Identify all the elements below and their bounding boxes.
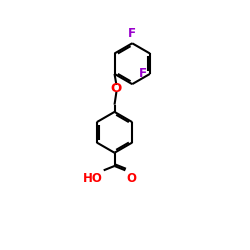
Text: HO: HO — [82, 172, 102, 184]
Text: F: F — [128, 27, 136, 40]
Text: O: O — [111, 82, 122, 95]
Text: O: O — [126, 172, 136, 184]
Text: F: F — [139, 68, 147, 80]
